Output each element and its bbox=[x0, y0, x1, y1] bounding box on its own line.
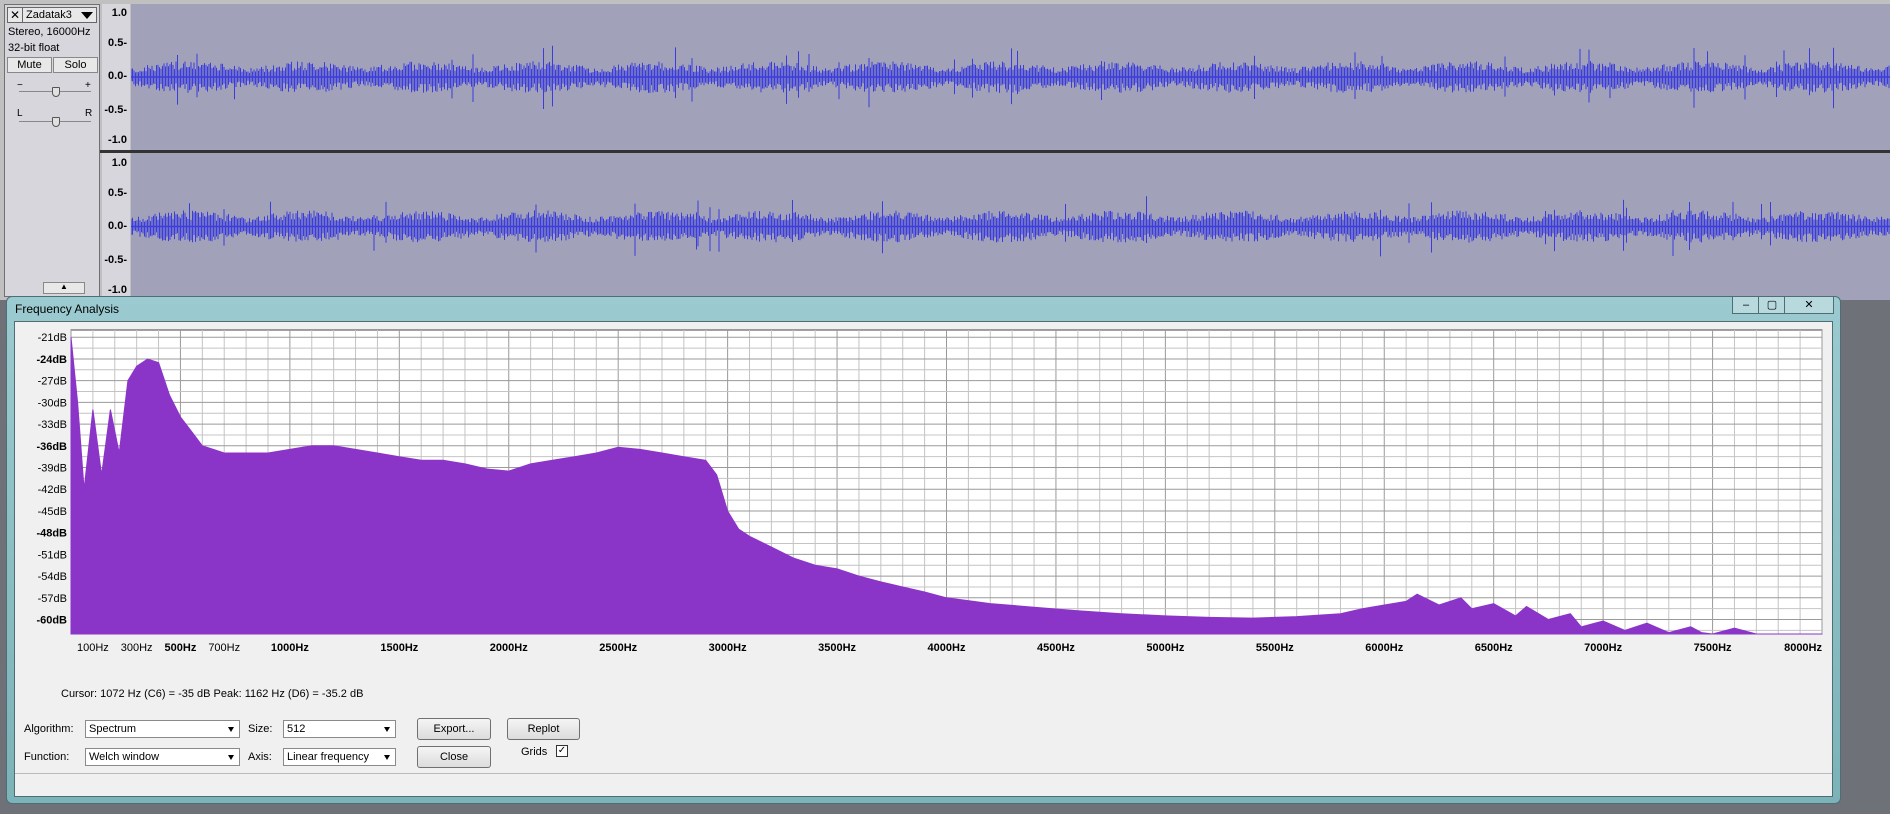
dialog-client-area: -21dB -24dB -27dB -30dB -33dB -36dB -39dB -42dB… bbox=[14, 321, 1833, 797]
size-value: 512 bbox=[287, 723, 306, 735]
y-tick-label: -54dB bbox=[38, 571, 67, 583]
cursor-peak-readout: Cursor: 1072 Hz (C6) = -35 dB Peak: 1162… bbox=[61, 688, 364, 700]
ruler-label: -1.0 bbox=[108, 284, 127, 296]
function-label: Function: bbox=[24, 751, 70, 763]
y-tick-label: -45dB bbox=[38, 506, 67, 518]
ruler-label: -0.5- bbox=[104, 104, 127, 116]
status-bar bbox=[15, 773, 1832, 796]
x-tick-label: 100Hz bbox=[77, 642, 109, 654]
ruler-label: 0.0- bbox=[108, 220, 127, 232]
channel-2-waveform-svg bbox=[130, 196, 1890, 257]
algorithm-value: Spectrum bbox=[89, 723, 137, 735]
track-format-info: Stereo, 16000Hz bbox=[8, 26, 91, 38]
axis-select[interactable]: Linear frequency bbox=[283, 748, 396, 766]
replot-button[interactable]: Replot bbox=[507, 718, 580, 740]
ruler-label: 0.0- bbox=[108, 70, 127, 82]
channel-1-amplitude-ruler: 1.0 0.5- 0.0- -0.5- -1.0 bbox=[102, 4, 130, 150]
x-tick-label: 7500Hz bbox=[1694, 642, 1732, 654]
chevron-down-icon bbox=[228, 727, 234, 732]
y-tick-label: -24dB bbox=[36, 354, 67, 366]
x-tick-label: 2500Hz bbox=[599, 642, 637, 654]
gain-minus-label: − bbox=[17, 80, 23, 91]
y-tick-label: -30dB bbox=[38, 397, 67, 409]
channel-separator[interactable] bbox=[100, 150, 1890, 153]
ruler-label: -0.5- bbox=[104, 254, 127, 266]
x-tick-label: 4000Hz bbox=[928, 642, 966, 654]
x-tick-label: 8000Hz bbox=[1784, 642, 1822, 654]
solo-button[interactable]: Solo bbox=[53, 57, 98, 73]
x-tick-label: 6500Hz bbox=[1475, 642, 1513, 654]
algorithm-select[interactable]: Spectrum bbox=[85, 720, 240, 738]
chevron-down-icon bbox=[384, 755, 390, 760]
x-tick-label: 2000Hz bbox=[490, 642, 528, 654]
ruler-label: -1.0 bbox=[108, 134, 127, 146]
ruler-label: 0.5- bbox=[108, 187, 127, 199]
track-control-panel: ✕ Zadatak3 Stereo, 16000Hz 32-bit float … bbox=[4, 4, 100, 297]
frequency-analysis-dialog: Frequency Analysis – ▢ ✕ -21dB -24dB -27dB… bbox=[6, 296, 1841, 804]
x-tick-label: 4500Hz bbox=[1037, 642, 1075, 654]
x-tick-label: 3500Hz bbox=[818, 642, 856, 654]
ruler-label: 1.0 bbox=[111, 157, 127, 169]
dialog-title: Frequency Analysis bbox=[15, 302, 120, 316]
algorithm-label: Algorithm: bbox=[24, 723, 74, 735]
pan-left-label: L bbox=[17, 108, 23, 119]
axis-value: Linear frequency bbox=[287, 751, 369, 763]
y-tick-label: -42dB bbox=[38, 484, 67, 496]
channel-2-amplitude-ruler: 1.0 0.5- 0.0- -0.5- -1.0 bbox=[102, 153, 130, 300]
track-menu-arrow-icon[interactable] bbox=[81, 12, 93, 19]
maximize-button[interactable]: ▢ bbox=[1758, 297, 1786, 314]
close-button[interactable]: Close bbox=[417, 746, 491, 768]
y-tick-label: -39dB bbox=[38, 463, 67, 475]
channel-1-waveform[interactable] bbox=[130, 4, 1890, 150]
axis-label: Axis: bbox=[248, 751, 272, 763]
y-tick-label: -21dB bbox=[38, 332, 67, 344]
y-tick-label: -60dB bbox=[36, 615, 67, 627]
x-tick-label: 3000Hz bbox=[709, 642, 747, 654]
gain-slider-thumb[interactable] bbox=[52, 87, 60, 97]
function-select[interactable]: Welch window bbox=[85, 748, 240, 766]
x-tick-label: 5500Hz bbox=[1256, 642, 1294, 654]
ruler-label: 0.5- bbox=[108, 37, 127, 49]
x-tick-label: 7000Hz bbox=[1584, 642, 1622, 654]
export-button[interactable]: Export... bbox=[417, 718, 491, 740]
size-select[interactable]: 512 bbox=[283, 720, 396, 738]
x-tick-label: 5000Hz bbox=[1146, 642, 1184, 654]
function-value: Welch window bbox=[89, 751, 160, 763]
collapse-track-button[interactable]: ▲ bbox=[43, 282, 85, 294]
y-tick-label: -51dB bbox=[38, 549, 67, 561]
y-tick-label: -48dB bbox=[36, 528, 67, 540]
mute-button[interactable]: Mute bbox=[7, 57, 52, 73]
x-tick-label: 500Hz bbox=[165, 642, 197, 654]
track-name[interactable]: Zadatak3 bbox=[26, 9, 72, 21]
x-tick-label: 6000Hz bbox=[1365, 642, 1403, 654]
y-tick-label: -57dB bbox=[38, 593, 67, 605]
gain-plus-label: + bbox=[85, 80, 91, 91]
track-name-bar[interactable]: ✕ Zadatak3 bbox=[7, 7, 97, 23]
x-tick-label: 1000Hz bbox=[271, 642, 309, 654]
ruler-label: 1.0 bbox=[111, 7, 127, 19]
chevron-down-icon bbox=[384, 727, 390, 732]
minimize-button[interactable]: – bbox=[1732, 297, 1760, 314]
channel-2-waveform[interactable] bbox=[130, 153, 1890, 300]
x-tick-label: 1500Hz bbox=[380, 642, 418, 654]
track-area: ✕ Zadatak3 Stereo, 16000Hz 32-bit float … bbox=[0, 0, 1890, 300]
pan-slider-thumb[interactable] bbox=[52, 117, 60, 127]
y-tick-label: -33dB bbox=[38, 419, 67, 431]
y-tick-label: -36dB bbox=[36, 441, 67, 453]
grids-checkbox[interactable]: ✓ bbox=[556, 745, 568, 757]
close-window-button[interactable]: ✕ bbox=[1784, 297, 1834, 314]
spectrum-area bbox=[70, 337, 1822, 635]
close-track-icon[interactable]: ✕ bbox=[8, 8, 23, 22]
track-bit-depth-info: 32-bit float bbox=[8, 42, 60, 54]
chevron-down-icon bbox=[228, 755, 234, 760]
size-label: Size: bbox=[248, 723, 273, 735]
channel-1-waveform-svg bbox=[130, 45, 1890, 109]
grids-label: Grids bbox=[521, 746, 548, 758]
x-tick-label: 700Hz bbox=[208, 642, 240, 654]
frequency-spectrum-chart[interactable]: -21dB -24dB -27dB -30dB -33dB -36dB -39dB -42dB… bbox=[23, 326, 1824, 658]
y-tick-label: -27dB bbox=[38, 376, 67, 388]
x-tick-label: 300Hz bbox=[121, 642, 153, 654]
pan-right-label: R bbox=[85, 108, 93, 119]
